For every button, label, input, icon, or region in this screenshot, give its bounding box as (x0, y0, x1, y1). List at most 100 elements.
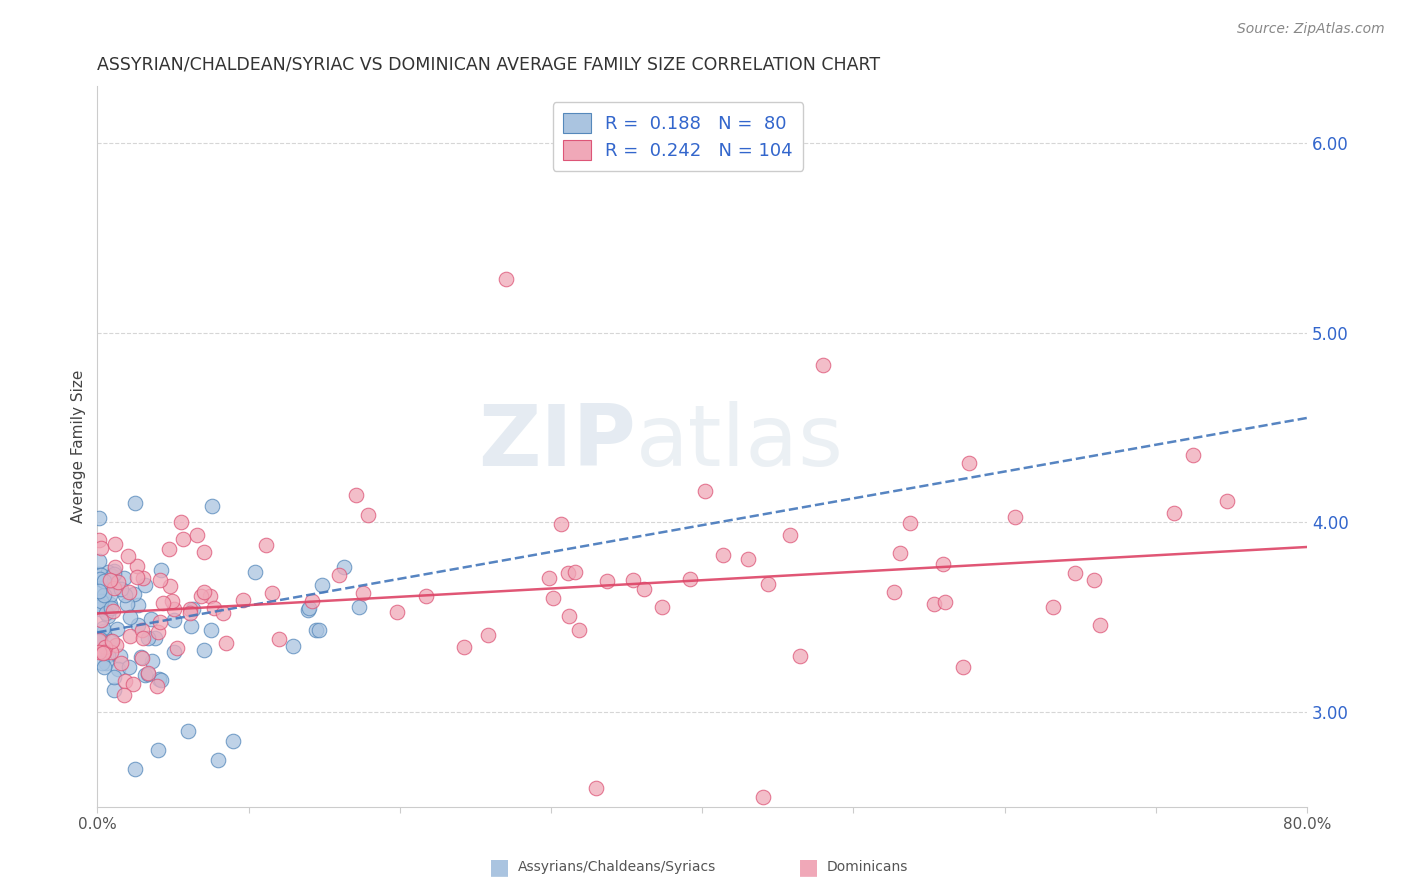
Point (122, 677, 145, 691)
Point (131, 651, 153, 665)
Point (149, 574, 172, 588)
Text: atlas: atlas (636, 401, 844, 484)
Point (352, 586, 374, 600)
Point (311, 578, 333, 592)
Point (193, 584, 215, 599)
Point (104, 560, 127, 574)
Point (495, 272, 517, 286)
Point (90, 594, 112, 608)
Point (90, 656, 112, 670)
Point (103, 670, 125, 684)
Point (141, 612, 163, 626)
Point (163, 613, 186, 627)
Point (297, 601, 319, 615)
Point (477, 627, 499, 641)
Point (122, 587, 145, 601)
Point (138, 667, 160, 681)
Point (215, 636, 238, 650)
Point (344, 488, 367, 502)
Point (922, 597, 945, 611)
Point (89, 632, 111, 646)
Point (93, 588, 115, 602)
Point (711, 549, 734, 563)
Point (596, 574, 619, 588)
Point (87, 554, 110, 568)
Point (200, 623, 222, 637)
Point (932, 557, 955, 571)
Point (1215, 494, 1237, 508)
Point (301, 594, 323, 608)
Point (131, 623, 153, 637)
Point (103, 564, 125, 578)
Point (243, 565, 266, 579)
Point (157, 541, 180, 556)
Text: ■: ■ (799, 857, 818, 877)
Point (756, 577, 779, 591)
Point (193, 544, 215, 558)
Point (1163, 506, 1185, 520)
Point (93, 588, 115, 602)
Point (254, 538, 277, 552)
Point (90, 541, 112, 556)
Point (100, 633, 122, 648)
Point (779, 527, 801, 541)
Point (889, 546, 911, 560)
Point (103, 581, 125, 595)
Point (149, 615, 172, 629)
Point (87, 533, 110, 547)
Point (117, 597, 139, 611)
Point (136, 632, 159, 646)
Point (103, 567, 125, 582)
Point (190, 589, 212, 603)
Point (101, 604, 124, 618)
Point (118, 585, 141, 599)
Point (127, 618, 149, 632)
Point (651, 600, 673, 615)
Y-axis label: Average Family Size: Average Family Size (72, 369, 86, 523)
Point (117, 549, 139, 563)
Point (90, 581, 112, 595)
Point (152, 596, 174, 610)
Point (103, 579, 125, 593)
Point (87, 567, 110, 582)
Legend: R =  0.188   N =  80, R =  0.242   N = 104: R = 0.188 N = 80, R = 0.242 N = 104 (553, 102, 803, 170)
Point (170, 515, 193, 529)
Text: Dominicans: Dominicans (827, 860, 908, 874)
Point (93, 624, 115, 638)
Point (118, 610, 141, 624)
Point (283, 639, 305, 653)
Point (737, 551, 759, 566)
Point (87, 645, 110, 659)
Point (108, 648, 131, 663)
Point (1083, 573, 1105, 587)
Point (179, 602, 201, 616)
Point (332, 559, 354, 574)
Point (385, 605, 408, 619)
Point (87, 633, 110, 648)
Point (957, 456, 980, 470)
Point (89, 572, 111, 586)
Point (148, 672, 170, 686)
Point (693, 483, 716, 498)
Point (149, 563, 172, 577)
Point (186, 528, 208, 542)
Point (811, 358, 834, 372)
Point (1004, 509, 1026, 524)
Point (91, 646, 114, 660)
Point (124, 496, 146, 510)
Point (104, 638, 127, 652)
Point (90, 599, 112, 613)
Point (118, 660, 141, 674)
Point (568, 623, 591, 637)
Text: Assyrians/Chaldeans/Syriacs: Assyrians/Chaldeans/Syriacs (517, 860, 716, 874)
Point (633, 582, 655, 596)
Point (93, 660, 115, 674)
Point (100, 600, 122, 615)
Point (94, 606, 117, 620)
Point (543, 591, 565, 606)
Point (537, 571, 560, 585)
Point (93, 640, 115, 654)
Point (90, 613, 112, 627)
Point (134, 668, 156, 682)
Point (91, 621, 114, 635)
